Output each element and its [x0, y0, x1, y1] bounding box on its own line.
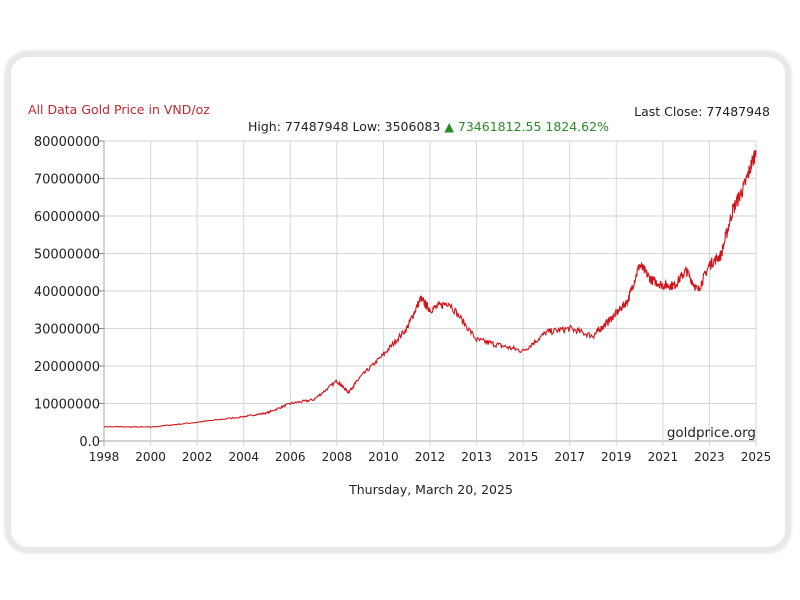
- y-tick-label: 10000000: [34, 398, 100, 413]
- watermark: goldprice.org: [667, 425, 756, 441]
- x-tick-label: 2017: [554, 450, 585, 464]
- chart-frame: [6, 52, 790, 552]
- x-tick-label: 1998: [89, 450, 120, 464]
- y-tick-label: 60000000: [34, 210, 100, 225]
- x-tick-label: 2012: [415, 450, 446, 464]
- x-tick-label: 2004: [228, 450, 259, 464]
- x-tick-label: 2015: [508, 450, 539, 464]
- x-tick-label: 2006: [275, 450, 306, 464]
- x-tick-label: 2025: [741, 450, 772, 464]
- stats-line: High: 77487948 Low: 3506083 ▲ 73461812.5…: [248, 119, 609, 134]
- x-tick-label: 2000: [135, 450, 166, 464]
- y-tick-label: 0.0: [79, 435, 100, 450]
- x-tick-label: 2023: [694, 450, 725, 464]
- x-tick-label: 2021: [648, 450, 679, 464]
- date-label: Thursday, March 20, 2025: [349, 482, 513, 497]
- change-value: ▲ 73461812.55 1824.62%: [444, 119, 609, 134]
- low-value: Low: 3506083: [352, 119, 441, 134]
- x-tick-label: 2002: [182, 450, 213, 464]
- x-tick-label: 2010: [368, 450, 399, 464]
- y-tick-label: 80000000: [34, 135, 100, 150]
- last-close: Last Close: 77487948: [634, 104, 770, 119]
- y-tick-label: 20000000: [34, 360, 100, 375]
- y-tick-label: 70000000: [34, 173, 100, 188]
- x-tick-label: 2019: [601, 450, 632, 464]
- x-tick-label: 2008: [322, 450, 353, 464]
- chart-title: All Data Gold Price in VND/oz: [28, 102, 210, 117]
- high-value: High: 77487948: [248, 119, 349, 134]
- x-tick-label: 2013: [461, 450, 492, 464]
- y-tick-label: 40000000: [34, 285, 100, 300]
- y-tick-label: 30000000: [34, 323, 100, 338]
- price-line: [103, 149, 757, 428]
- y-tick-label: 50000000: [34, 248, 100, 263]
